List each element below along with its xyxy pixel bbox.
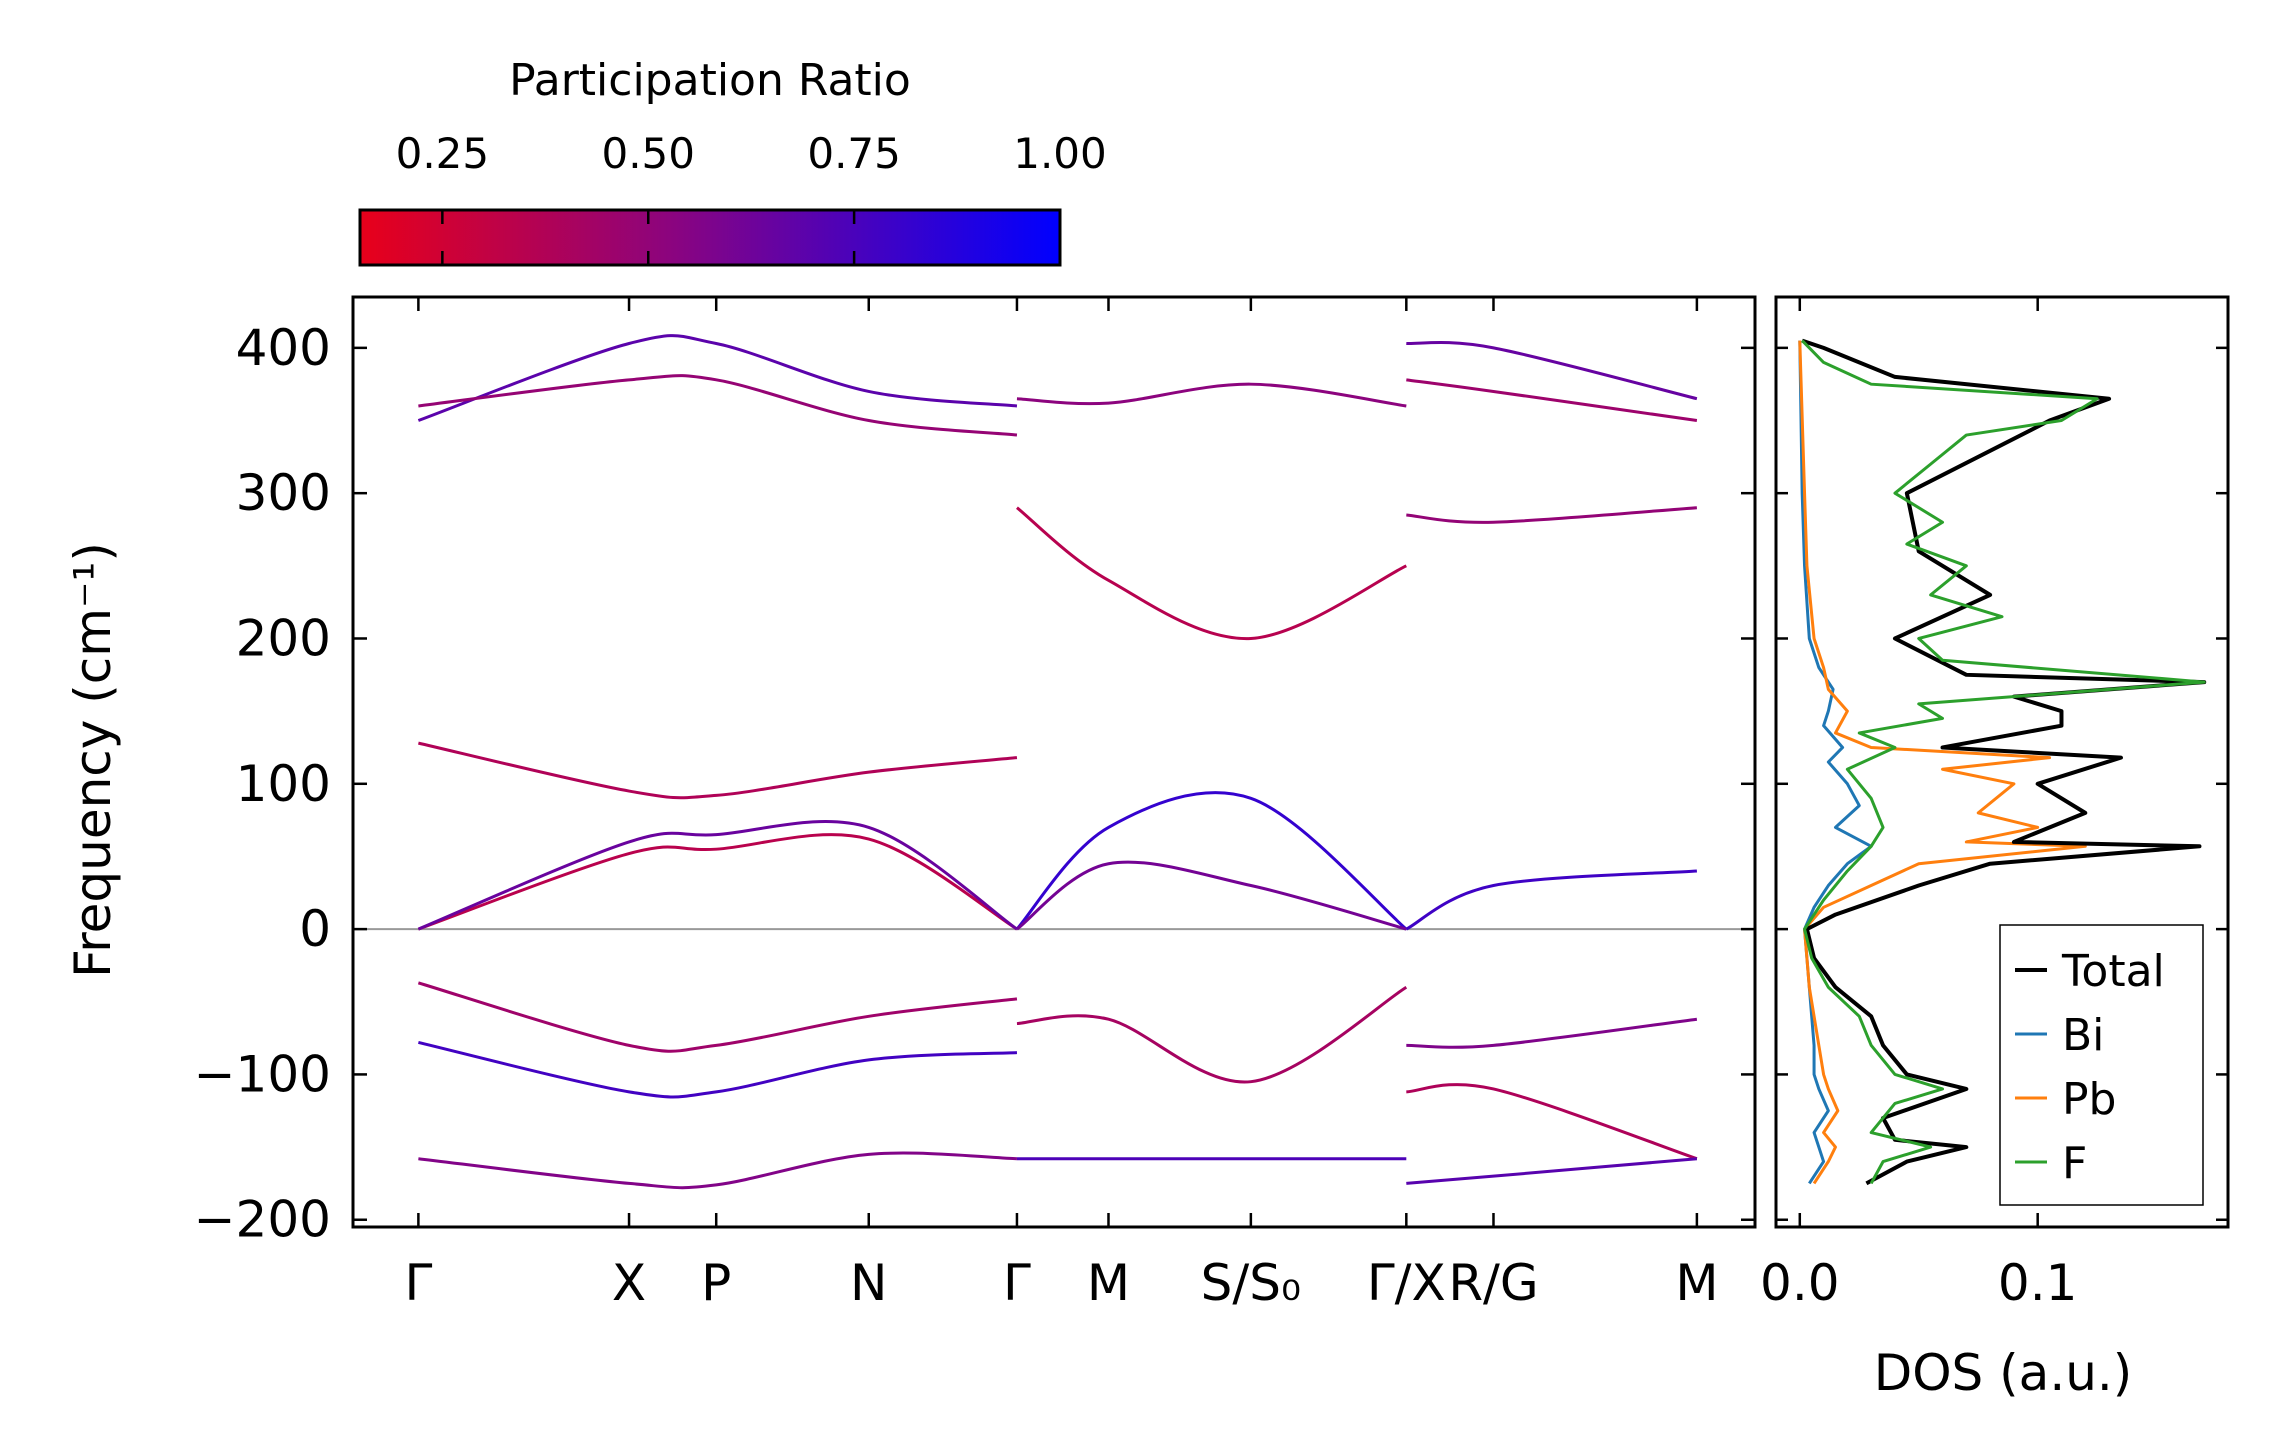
k-point-label: N <box>850 1254 887 1312</box>
dos-x-tick-label: 0.1 <box>1998 1254 2078 1312</box>
k-point-label: S/S₀ <box>1201 1254 1301 1312</box>
dos-axis-ticks: 0.0 0.1 <box>1760 297 2228 1312</box>
colorbar-title: Participation Ratio <box>509 55 911 106</box>
colorbar-tick-label: 1.00 <box>1013 129 1107 178</box>
k-path-ticks: Γ X P N Γ M S/S₀ Γ/X R/G M <box>404 297 1718 1312</box>
phonon-band <box>1406 378 1698 423</box>
dos-line-bi <box>1798 340 1873 1185</box>
phonon-band <box>418 374 1018 437</box>
y-tick-label: −200 <box>194 1191 331 1249</box>
y-axis-label-text: Frequency (cm⁻¹) <box>64 542 122 978</box>
phonon-band <box>1406 506 1697 524</box>
dos-line-f <box>1801 339 2206 1185</box>
k-point-label: Γ <box>404 1254 432 1312</box>
colorbar-tick-label: 0.75 <box>807 129 901 178</box>
k-point-label: R/G <box>1448 1254 1538 1312</box>
dos-x-axis-label: DOS (a.u.) <box>1874 1344 2133 1402</box>
phonon-band <box>417 820 1018 931</box>
dispersion-axes-frame <box>351 295 1757 1229</box>
phonon-band <box>1016 382 1407 408</box>
y-axis-label: Frequency (cm⁻¹) <box>64 542 122 978</box>
dos-legend: Total Bi Pb F <box>1999 924 2204 1206</box>
phonon-band <box>1016 506 1407 640</box>
colorbar-gradient <box>358 208 1062 267</box>
dos-line-pb <box>1798 340 2087 1185</box>
y-tick-label: 100 <box>236 755 331 813</box>
phonon-band <box>1406 341 1698 401</box>
phonon-band <box>418 741 1018 800</box>
phonon-band <box>417 833 1018 931</box>
k-point-label: M <box>1675 1254 1718 1312</box>
colorbar-tick-label: 0.25 <box>396 129 490 178</box>
phonon-band <box>1016 985 1408 1084</box>
y-tick-label: 0 <box>299 900 331 958</box>
colorbar: Participation Ratio 0.25 0.50 0.75 1.00 <box>358 55 1107 267</box>
legend-label: F <box>2062 1138 2087 1189</box>
legend-label: Bi <box>2062 1010 2104 1061</box>
y-tick-label: 200 <box>236 609 331 667</box>
dos-curves <box>1798 338 2207 1186</box>
phonon-band <box>1406 1157 1698 1185</box>
colorbar-ticks: 0.25 0.50 0.75 1.00 <box>396 129 1107 265</box>
k-point-label: X <box>612 1254 646 1312</box>
colorbar-tick-label: 0.50 <box>601 129 695 178</box>
dos-panel: 0.0 0.1 DOS (a.u.) Total Bi Pb F <box>1760 295 2230 1402</box>
phonon-bands <box>417 334 1698 1190</box>
legend-label: Total <box>2061 946 2165 997</box>
k-point-label: Γ <box>1003 1254 1031 1312</box>
phonon-band <box>417 334 1018 422</box>
phonon-band <box>1406 1083 1698 1161</box>
phonon-band <box>1015 791 1408 931</box>
phonon-band <box>1016 860 1407 931</box>
dos-axes-frame <box>1774 295 2230 1229</box>
phonon-band <box>418 1151 1017 1190</box>
k-point-label: M <box>1087 1254 1130 1312</box>
phonon-band <box>1405 869 1697 931</box>
dos-x-tick-label: 0.0 <box>1760 1254 1840 1312</box>
y-axis-ticks: −200 −100 0 100 200 300 400 <box>194 319 1755 1249</box>
k-point-label: Γ/X <box>1367 1254 1446 1312</box>
phonon-band <box>1406 1017 1698 1049</box>
k-point-label: P <box>701 1254 731 1312</box>
y-tick-label: 400 <box>236 319 331 377</box>
phonon-band <box>418 1040 1018 1099</box>
dos-line-total <box>1801 338 2207 1186</box>
legend-label: Pb <box>2062 1074 2116 1125</box>
phonon-band <box>417 981 1018 1053</box>
y-tick-label: 300 <box>236 464 331 522</box>
y-tick-label: −100 <box>194 1045 331 1103</box>
legend-entries: Total Bi Pb F <box>2015 946 2165 1189</box>
